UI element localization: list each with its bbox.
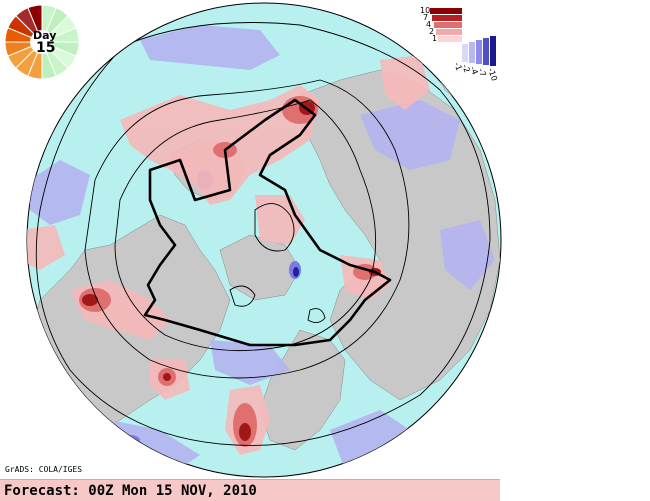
day-wheel-center bbox=[30, 30, 54, 54]
day-wheel bbox=[4, 4, 80, 80]
forecast-text: Forecast: 00Z Mon 15 NOV, 2010 bbox=[4, 483, 257, 499]
forecast-bar: Forecast: 00Z Mon 15 NOV, 2010 bbox=[0, 479, 500, 501]
scale-label-warm: 1 bbox=[432, 34, 438, 43]
scale-swatch-cool bbox=[476, 40, 482, 64]
thin-contours bbox=[35, 22, 491, 446]
scale-swatch-warm bbox=[434, 22, 462, 28]
scale-label-warm: 2 bbox=[429, 27, 435, 36]
scale-swatch-warm bbox=[438, 36, 462, 42]
day-label: Day bbox=[33, 29, 57, 42]
day-number: 15 bbox=[36, 40, 56, 56]
scale-swatch-cool bbox=[483, 38, 489, 65]
color-scale-fan bbox=[430, 8, 496, 66]
thick-contour bbox=[143, 98, 392, 347]
scale-swatch-cool bbox=[462, 44, 468, 62]
negative-anomalies-core bbox=[293, 267, 299, 277]
scale-label-warm: 7 bbox=[423, 13, 429, 22]
scale-swatch-warm bbox=[436, 29, 462, 35]
scale-label-warm: 4 bbox=[426, 20, 432, 29]
scale-swatch-cool bbox=[469, 42, 475, 63]
credit-text: GrADS: COLA/IGES bbox=[5, 465, 83, 474]
scale-label-warm: 10 bbox=[420, 6, 431, 15]
scale-swatch-warm bbox=[430, 8, 462, 14]
scale-swatch-warm bbox=[432, 15, 462, 21]
scale-swatch-cool bbox=[490, 36, 496, 66]
